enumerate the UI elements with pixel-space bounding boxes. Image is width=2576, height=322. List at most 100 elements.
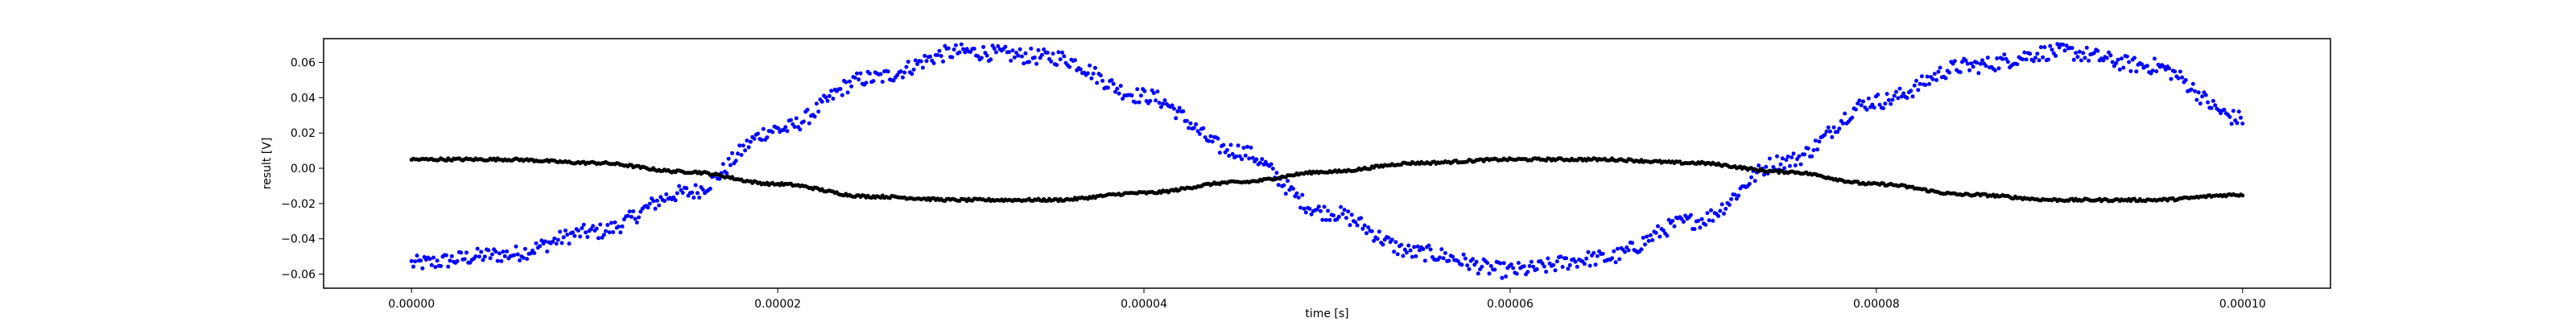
data-point bbox=[499, 258, 504, 263]
data-point bbox=[1408, 248, 1413, 253]
data-point bbox=[1525, 270, 1530, 275]
data-point bbox=[752, 136, 757, 141]
data-point bbox=[931, 61, 936, 65]
data-point bbox=[2145, 64, 2149, 68]
data-point bbox=[765, 135, 770, 140]
data-point bbox=[1401, 254, 1406, 258]
data-point bbox=[1471, 257, 1475, 262]
data-point bbox=[1014, 51, 1019, 55]
data-point bbox=[1175, 109, 1180, 114]
data-point bbox=[1542, 264, 1546, 269]
data-point bbox=[855, 71, 859, 76]
data-point bbox=[1034, 61, 1039, 66]
data-point bbox=[675, 191, 679, 196]
data-point bbox=[409, 258, 414, 263]
data-point bbox=[1249, 145, 1253, 150]
data-point bbox=[2200, 94, 2205, 99]
data-point bbox=[2002, 52, 2007, 57]
data-point bbox=[1414, 254, 1418, 258]
data-point bbox=[1359, 216, 1364, 221]
data-point bbox=[1012, 55, 1017, 60]
data-point bbox=[1811, 148, 1816, 152]
data-point bbox=[1250, 155, 1255, 160]
data-point bbox=[543, 239, 547, 244]
series-2 bbox=[409, 156, 2245, 204]
data-point bbox=[2231, 109, 2235, 114]
data-point bbox=[957, 50, 962, 55]
data-point bbox=[525, 257, 530, 262]
data-point bbox=[1764, 164, 1769, 169]
data-point bbox=[2140, 62, 2145, 67]
data-point bbox=[700, 188, 705, 192]
data-point bbox=[634, 220, 639, 225]
data-point bbox=[724, 171, 729, 175]
data-point bbox=[1319, 208, 1323, 213]
data-point bbox=[1362, 223, 1367, 228]
data-point bbox=[720, 162, 725, 167]
x-tick-label: 0.00004 bbox=[1121, 298, 1167, 311]
data-point bbox=[2035, 52, 2040, 56]
data-point bbox=[1230, 151, 1235, 156]
data-point bbox=[1375, 237, 1380, 242]
data-point bbox=[413, 259, 418, 264]
data-point bbox=[1835, 130, 1840, 134]
data-point bbox=[2107, 50, 2112, 55]
data-point bbox=[2101, 58, 2106, 63]
data-point bbox=[439, 264, 444, 268]
data-point bbox=[617, 225, 621, 229]
data-point bbox=[1016, 53, 1021, 58]
x-tick-label: 0.00006 bbox=[1487, 298, 1534, 311]
data-point bbox=[1963, 58, 1968, 63]
data-point bbox=[2120, 56, 2124, 61]
data-point bbox=[1504, 274, 1508, 279]
data-point bbox=[1418, 248, 1422, 253]
data-point bbox=[906, 60, 910, 64]
data-point bbox=[627, 209, 632, 214]
data-point bbox=[1438, 255, 1442, 260]
data-point bbox=[596, 236, 601, 241]
data-point bbox=[2194, 97, 2199, 102]
data-point bbox=[493, 250, 498, 254]
data-point bbox=[867, 71, 872, 76]
y-tick-label: −0.06 bbox=[281, 268, 316, 281]
data-point bbox=[684, 186, 689, 191]
data-point bbox=[1791, 151, 1796, 156]
data-point bbox=[1105, 85, 1110, 90]
data-point bbox=[1316, 204, 1321, 209]
data-point bbox=[812, 114, 817, 119]
data-point bbox=[864, 80, 869, 85]
data-point bbox=[1650, 237, 1655, 242]
data-point bbox=[807, 121, 811, 126]
data-point bbox=[637, 215, 641, 220]
data-point bbox=[561, 235, 566, 240]
data-point bbox=[521, 255, 526, 260]
data-point bbox=[1217, 151, 1222, 155]
data-point bbox=[1573, 259, 1578, 264]
data-point bbox=[419, 258, 423, 263]
data-point bbox=[662, 199, 667, 204]
data-point bbox=[2193, 89, 2198, 93]
axes-frame bbox=[323, 38, 2331, 289]
data-point bbox=[2183, 77, 2188, 82]
data-point bbox=[1195, 129, 1200, 134]
data-point bbox=[819, 99, 824, 104]
data-point bbox=[1058, 57, 1063, 62]
data-point bbox=[1810, 154, 1814, 159]
data-point bbox=[1938, 65, 1942, 70]
data-point bbox=[1389, 237, 1394, 242]
data-point bbox=[1364, 231, 1368, 236]
data-point bbox=[1088, 63, 1092, 68]
data-point bbox=[697, 196, 702, 200]
data-point bbox=[1623, 250, 1627, 254]
data-point bbox=[741, 143, 745, 148]
data-point bbox=[1727, 202, 1732, 207]
data-point bbox=[1932, 72, 1937, 76]
data-point bbox=[1339, 204, 1344, 209]
data-point bbox=[488, 256, 493, 261]
data-point bbox=[789, 118, 793, 122]
data-point bbox=[1062, 54, 1067, 59]
data-point bbox=[1656, 224, 1660, 229]
data-point bbox=[1461, 252, 1466, 257]
data-point bbox=[1806, 146, 1810, 151]
